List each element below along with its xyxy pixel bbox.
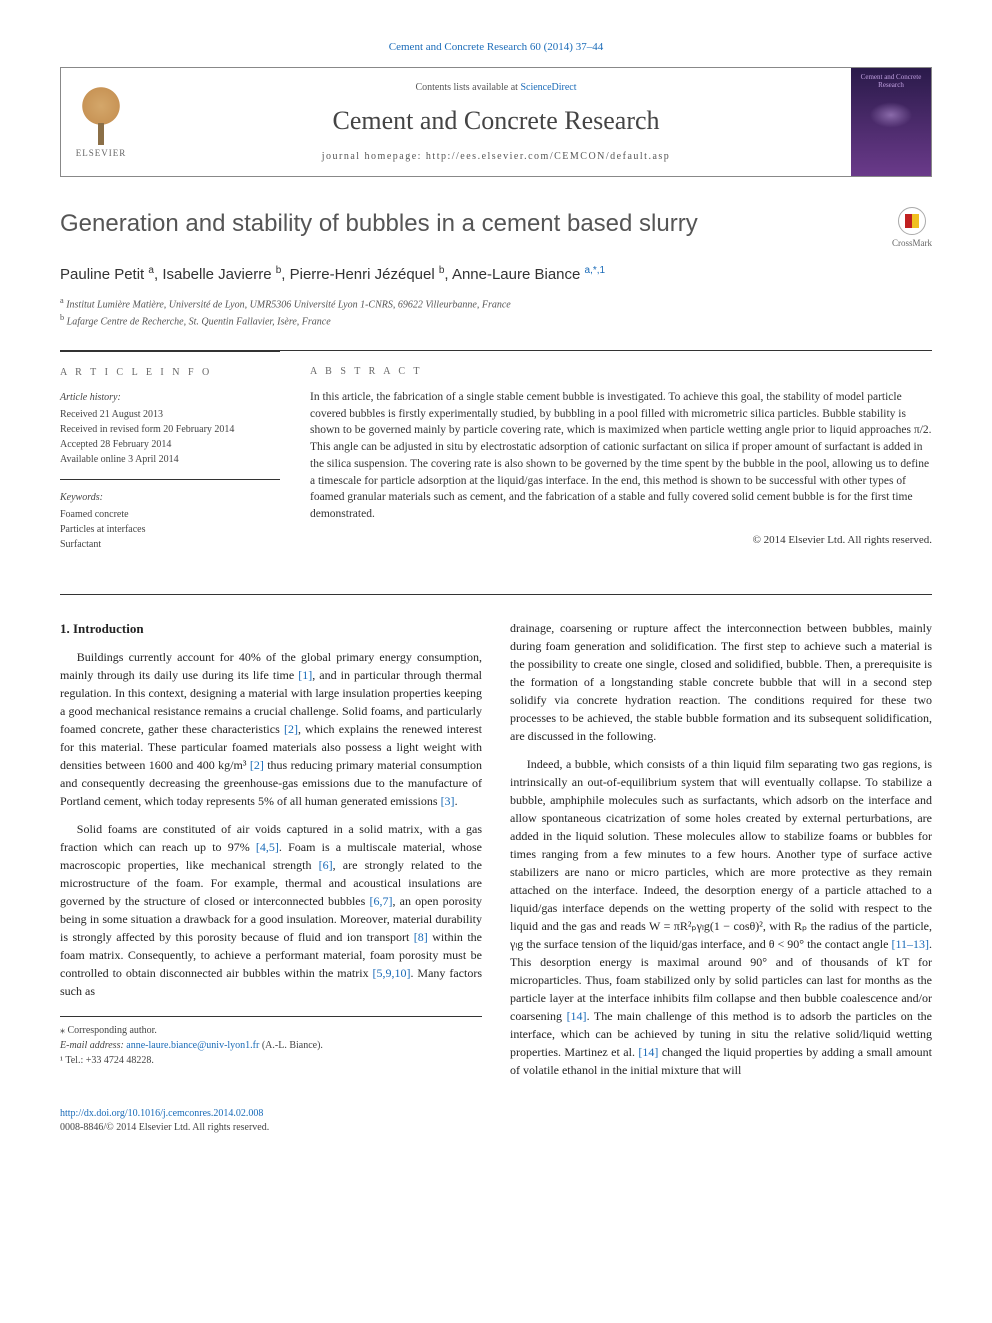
history-line-3: Available online 3 April 2014	[60, 452, 280, 467]
crossmark-badge[interactable]: CrossMark	[892, 207, 932, 250]
footnote-email: E-mail address: anne-laure.biance@univ-l…	[60, 1038, 482, 1053]
column-left: 1. Introduction Buildings currently acco…	[60, 619, 482, 1089]
elsevier-label: ELSEVIER	[76, 147, 127, 160]
affil-mark-b: b	[60, 313, 64, 322]
history-line-1: Received in revised form 20 February 201…	[60, 422, 280, 437]
keyword-1: Particles at interfaces	[60, 522, 280, 537]
keyword-2: Surfactant	[60, 537, 280, 552]
crossmark-label: CrossMark	[892, 237, 932, 250]
contents-prefix: Contents lists available at	[415, 82, 520, 93]
author-4-mark: a,*,1	[585, 265, 606, 276]
crossmark-icon	[898, 207, 926, 235]
history-label: Article history:	[60, 390, 280, 405]
author-2: Isabelle Javierre	[162, 266, 271, 283]
footnote-tel: ¹ Tel.: +33 4724 48228.	[60, 1053, 482, 1068]
journal-reference-line: Cement and Concrete Research 60 (2014) 3…	[60, 40, 932, 55]
article-history: Article history: Received 21 August 2013…	[60, 390, 280, 467]
journal-header: ELSEVIER Contents lists available at Sci…	[60, 67, 932, 177]
affiliation-a: a Institut Lumière Matière, Université d…	[60, 295, 932, 312]
history-line-0: Received 21 August 2013	[60, 407, 280, 422]
journal-title: Cement and Concrete Research	[332, 103, 659, 139]
footnote-corr: ⁎ Corresponding author.	[60, 1023, 482, 1038]
affiliations: a Institut Lumière Matière, Université d…	[60, 295, 932, 330]
col1-para-2: Solid foams are constituted of air voids…	[60, 820, 482, 1000]
body-columns: 1. Introduction Buildings currently acco…	[60, 619, 932, 1089]
affil-text-a: Institut Lumière Matière, Université de …	[66, 299, 511, 310]
col1-para-1: Buildings currently account for 40% of t…	[60, 648, 482, 810]
abstract: A B S T R A C T In this article, the fab…	[310, 365, 932, 564]
author-3-mark: b	[439, 265, 445, 276]
column-right: drainage, coarsening or rupture affect t…	[510, 619, 932, 1089]
abstract-copyright: © 2014 Elsevier Ltd. All rights reserved…	[310, 533, 932, 549]
author-3: Pierre-Henri Jézéquel	[290, 266, 435, 283]
authors-line: Pauline Petit a, Isabelle Javierre b, Pi…	[60, 264, 932, 285]
email-person: (A.-L. Biance).	[262, 1040, 323, 1051]
email-label: E-mail address:	[60, 1040, 124, 1051]
journal-homepage: journal homepage: http://ees.elsevier.co…	[322, 150, 671, 164]
keyword-0: Foamed concrete	[60, 507, 280, 522]
email-link[interactable]: anne-laure.biance@univ-lyon1.fr	[126, 1040, 259, 1051]
elsevier-logo: ELSEVIER	[61, 68, 141, 176]
article-info: A R T I C L E I N F O Article history: R…	[60, 351, 280, 564]
cover-swirl-icon	[866, 100, 916, 130]
author-2-mark: b	[276, 265, 282, 276]
abstract-text: In this article, the fabrication of a si…	[310, 389, 932, 522]
article-title: Generation and stability of bubbles in a…	[60, 207, 698, 241]
col2-para-1: drainage, coarsening or rupture affect t…	[510, 619, 932, 745]
bottom-bar: http://dx.doi.org/10.1016/j.cemconres.20…	[60, 1107, 932, 1135]
elsevier-tree-icon	[76, 85, 126, 145]
article-info-heading: A R T I C L E I N F O	[60, 366, 280, 380]
keywords-label: Keywords:	[60, 490, 280, 505]
abstract-heading: A B S T R A C T	[310, 365, 932, 380]
sciencedirect-link[interactable]: ScienceDirect	[520, 82, 576, 93]
col2-para-2: Indeed, a bubble, which consists of a th…	[510, 755, 932, 1079]
affil-mark-a: a	[60, 296, 64, 305]
history-line-2: Accepted 28 February 2014	[60, 437, 280, 452]
doi-link[interactable]: http://dx.doi.org/10.1016/j.cemconres.20…	[60, 1107, 932, 1121]
cover-text: Cement and Concrete Research	[853, 74, 929, 89]
issn-copyright: 0008-8846/© 2014 Elsevier Ltd. All right…	[60, 1121, 932, 1135]
affiliation-b: b Lafarge Centre de Recherche, St. Quent…	[60, 312, 932, 329]
journal-cover-thumb: Cement and Concrete Research	[851, 68, 931, 176]
contents-line: Contents lists available at ScienceDirec…	[415, 81, 576, 95]
affil-text-b: Lafarge Centre de Recherche, St. Quentin…	[67, 317, 331, 328]
header-center: Contents lists available at ScienceDirec…	[141, 68, 851, 176]
author-1-mark: a	[148, 265, 154, 276]
author-4: Anne-Laure Biance	[452, 266, 580, 283]
section-rule	[60, 594, 932, 595]
author-1: Pauline Petit	[60, 266, 144, 283]
keywords-block: Keywords: Foamed concrete Particles at i…	[60, 490, 280, 552]
footnotes: ⁎ Corresponding author. E-mail address: …	[60, 1016, 482, 1068]
section-1-heading: 1. Introduction	[60, 619, 482, 639]
